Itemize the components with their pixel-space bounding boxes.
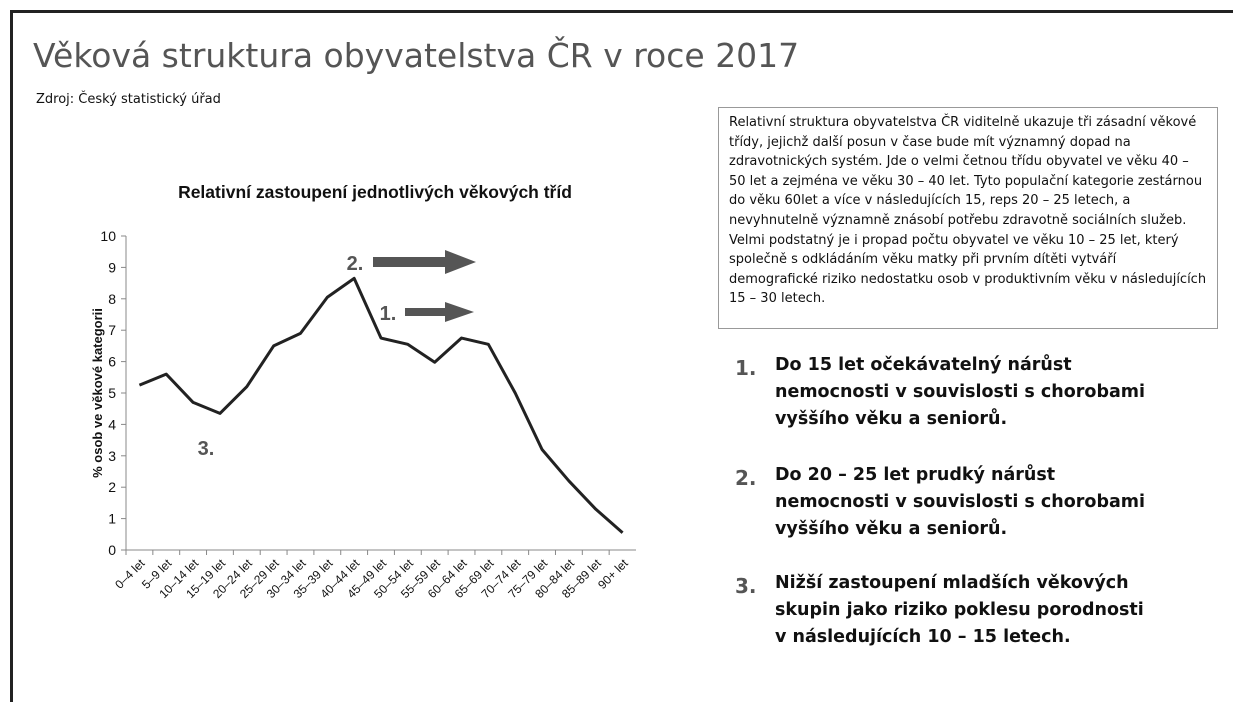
line	[138, 276, 624, 534]
point-text: Nižší zastoupení mladších věkových skupi…	[775, 573, 1144, 647]
y-tick-label: 1	[108, 511, 116, 527]
description: Relativní struktura obyvatelstva ČR vidi…	[718, 107, 1218, 329]
chart-title: Relativní zastoupení jednotlivých věkový…	[178, 182, 572, 202]
point-number: 2.	[735, 466, 757, 490]
y-tick-label: 2	[108, 479, 116, 495]
frame	[10, 10, 1233, 702]
point-number: 1.	[735, 356, 757, 380]
y-tick-label: 8	[108, 291, 116, 307]
arrow	[373, 250, 476, 274]
x-tick-label: 90+ let	[595, 556, 631, 592]
y-tick-label: 5	[108, 385, 116, 401]
annotation: 1.	[380, 303, 397, 325]
slide-title: Věková struktura obyvatelstva ČR v roce …	[33, 36, 800, 75]
point-text: Do 20 – 25 let prudký nárůst nemocnosti …	[775, 465, 1146, 539]
chart: Relativní zastoupení jednotlivých věkový…	[90, 182, 636, 601]
point-text: Do 15 let očekávatelný nárůst nemocnosti…	[775, 355, 1146, 429]
y-tick-label: 7	[108, 322, 116, 338]
y-tick-label: 0	[108, 542, 116, 558]
point: 2. Do 20 – 25 let prudký nárůst nemocnost…	[735, 462, 1155, 543]
point: 1. Do 15 let očekávatelný nárůst nemocnos…	[735, 352, 1155, 433]
y-tick-label: 10	[100, 228, 116, 244]
y-tick-label: 4	[108, 416, 116, 432]
y-tick-label: 6	[108, 354, 116, 370]
annotation: 3.	[198, 438, 215, 460]
source: Zdroj: Český statistický úřad	[36, 92, 221, 107]
annotation: 2.	[347, 253, 364, 275]
point-number: 3.	[735, 574, 757, 598]
y-axis-label: % osob ve věkové kategorii	[90, 308, 105, 478]
point: 3. Nižší zastoupení mladších věkových sku…	[735, 570, 1155, 651]
arrow	[405, 302, 474, 322]
y-tick-label: 9	[108, 259, 116, 275]
y-tick-label: 3	[108, 448, 116, 464]
